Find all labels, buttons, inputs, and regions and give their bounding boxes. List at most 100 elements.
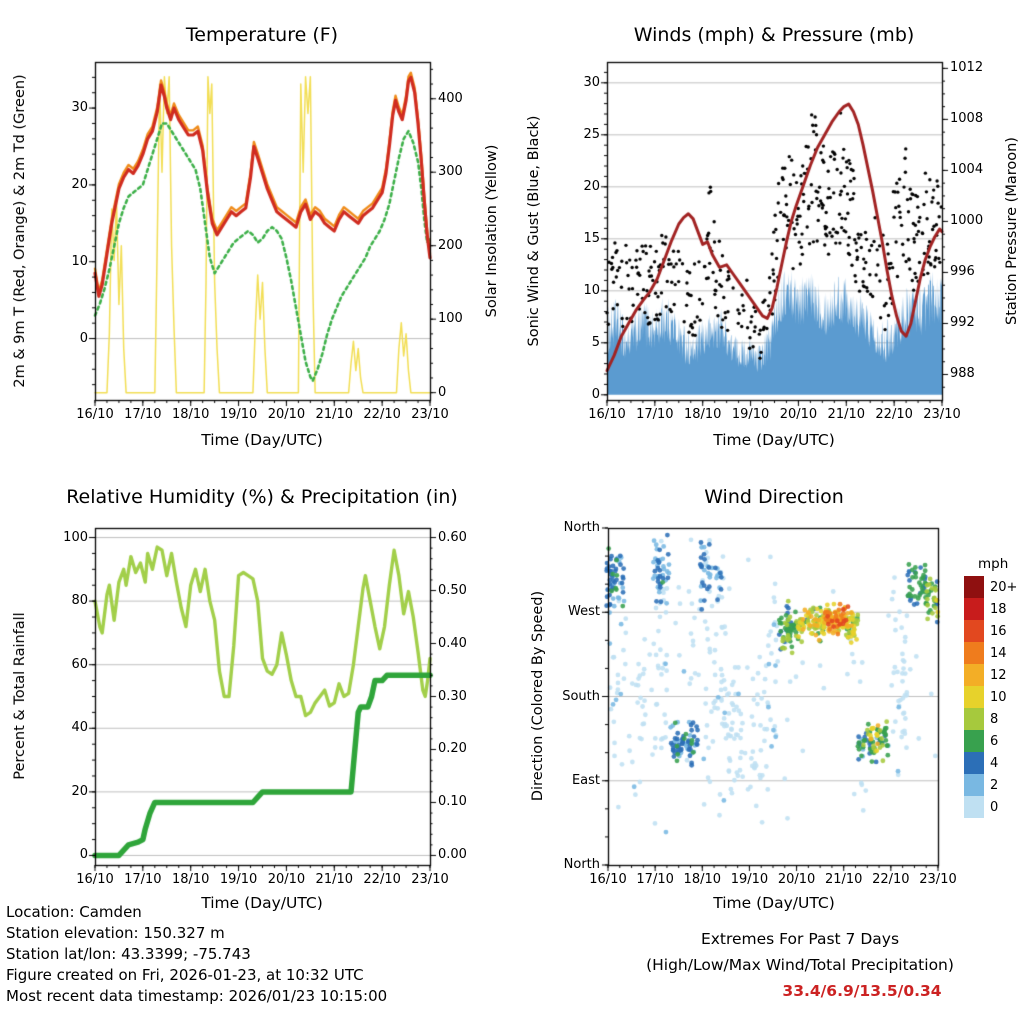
tick-label: 80	[71, 593, 88, 609]
tick-label: 18/10	[171, 872, 210, 887]
tick-label: 23/10	[411, 872, 449, 887]
tick-label: 17/10	[124, 407, 162, 422]
colorbar-label: 12	[990, 667, 1007, 683]
extremes-title: Extremes For Past 7 Days	[700, 930, 900, 948]
colorbar-swatch	[964, 708, 984, 730]
colorbar-swatch	[964, 774, 984, 796]
tick-label: 0.00	[438, 847, 467, 863]
tick-label: 0.30	[438, 688, 467, 704]
humidity-precip-chart: Relative Humidity (%) & Precipitation (i…	[0, 470, 512, 930]
tick-label: 100	[63, 529, 88, 545]
colorbar-label: 16	[990, 623, 1007, 639]
tick-label: 23/10	[411, 407, 449, 422]
tick-label: 17/10	[636, 407, 674, 422]
y-axis-label-right: Station Pressure (Maroon)	[1004, 137, 1020, 325]
tick-label: 0	[79, 330, 88, 346]
colorbar-label: 6	[990, 733, 999, 749]
colorbar-entry: 2	[964, 774, 1017, 796]
tick-label: 21/10	[315, 872, 354, 887]
tick-label: 20/10	[267, 407, 306, 422]
tick-label: 22/10	[875, 407, 913, 422]
tick-label: 22/10	[363, 872, 401, 887]
colorbar-swatch	[964, 730, 984, 752]
colorbar-swatch	[964, 796, 984, 818]
colorbar-entry: 20+	[964, 576, 1017, 598]
tick-label: 200	[438, 237, 463, 253]
data-timestamp-line: Most recent data timestamp: 2026/01/23 1…	[6, 987, 388, 1005]
station-info: Location: Camden Station elevation: 150.…	[6, 902, 387, 1007]
station-location-line: Location: Camden	[6, 903, 142, 921]
tick-label: 400	[438, 90, 463, 106]
tick-label: 1000	[950, 213, 984, 229]
tick-label: 17/10	[124, 872, 162, 887]
tick-label: East	[571, 772, 600, 788]
tick-label: 988	[950, 366, 975, 382]
tick-label: 23/10	[919, 872, 957, 887]
tick-label: 0.50	[438, 582, 467, 598]
tick-label: 21/10	[827, 407, 866, 422]
temperature-plot-canvas	[0, 0, 512, 470]
colorbar-swatch	[964, 664, 984, 686]
tick-label: 15	[583, 230, 600, 246]
figure-created-line: Figure created on Fri, 2026-01-23, at 10…	[6, 966, 364, 984]
colorbar-swatch	[964, 598, 984, 620]
chart-title: Winds (mph) & Pressure (mb)	[633, 24, 915, 46]
tick-label: 996	[950, 264, 975, 280]
colorbar-entries: 20+ 18 16 14 12 10 8 6 4 2 0	[964, 576, 1017, 818]
tick-label: 60	[71, 656, 88, 672]
tick-label: 1012	[950, 60, 984, 76]
colorbar-entry: 4	[964, 752, 1017, 774]
colorbar-entry: 16	[964, 620, 1017, 642]
tick-label: 23/10	[923, 407, 961, 422]
chart-title: Wind Direction	[704, 486, 844, 508]
y-axis-label-left: 2m & 9m T (Red, Orange) & 2m Td (Green)	[12, 74, 28, 388]
station-latlon-line: Station lat/lon: 43.3399; -75.743	[6, 945, 251, 963]
tick-label: 17/10	[636, 872, 674, 887]
tick-label: 0.20	[438, 741, 467, 757]
extremes-subtitle: (High/Low/Max Wind/Total Precipitation)	[646, 956, 954, 974]
tick-label: 40	[71, 720, 88, 736]
x-axis-label: Time (Day/UTC)	[713, 894, 835, 912]
tick-label: 1004	[950, 162, 984, 178]
winds-pressure-plot-canvas	[512, 0, 1024, 470]
x-axis-label: Time (Day/UTC)	[713, 431, 835, 449]
wind-direction-chart: Wind Direction Direction (Colored By Spe…	[512, 470, 1024, 930]
tick-label: 0	[79, 847, 88, 863]
colorbar-swatch	[964, 752, 984, 774]
tick-label: 10	[583, 282, 600, 298]
tick-label: 21/10	[824, 872, 863, 887]
colorbar-label: 8	[990, 711, 999, 727]
colorbar-label: 14	[990, 645, 1007, 661]
tick-label: 16/10	[588, 407, 626, 422]
colorbar-entry: 8	[964, 708, 1017, 730]
tick-label: 16/10	[589, 872, 627, 887]
station-elevation-line: Station elevation: 150.327 m	[6, 924, 225, 942]
tick-label: 300	[438, 164, 463, 180]
tick-label: 100	[438, 311, 463, 327]
extremes-values: 33.4/6.9/13.5/0.34	[782, 982, 942, 1000]
colorbar-entry: 10	[964, 686, 1017, 708]
tick-label: 19/10	[219, 407, 258, 422]
wind-speed-colorbar: mph 20+ 18 16 14 12 10 8 6 4 2 0	[964, 556, 1017, 818]
wind-direction-plot-canvas	[512, 470, 1024, 930]
tick-label: 19/10	[730, 872, 769, 887]
colorbar-label: 4	[990, 755, 999, 771]
tick-label: 992	[950, 315, 975, 331]
winds-pressure-chart: Winds (mph) & Pressure (mb) Sonic Wind &…	[512, 0, 1024, 470]
tick-label: 20/10	[777, 872, 816, 887]
tick-label: West	[568, 604, 600, 620]
colorbar-label: 10	[990, 689, 1007, 705]
tick-label: 20/10	[779, 407, 818, 422]
x-axis-label: Time (Day/UTC)	[201, 431, 323, 449]
y-axis-label-left: Percent & Total Rainfall	[12, 612, 28, 780]
tick-label: 20	[71, 783, 88, 799]
tick-label: 20	[71, 176, 88, 192]
tick-label: 0.10	[438, 794, 467, 810]
tick-label: 19/10	[731, 407, 770, 422]
x-axis-label: Time (Day/UTC)	[201, 894, 323, 912]
colorbar-entry: 12	[964, 664, 1017, 686]
tick-label: 22/10	[872, 872, 910, 887]
tick-label: South	[562, 688, 600, 704]
tick-label: North	[563, 520, 600, 535]
